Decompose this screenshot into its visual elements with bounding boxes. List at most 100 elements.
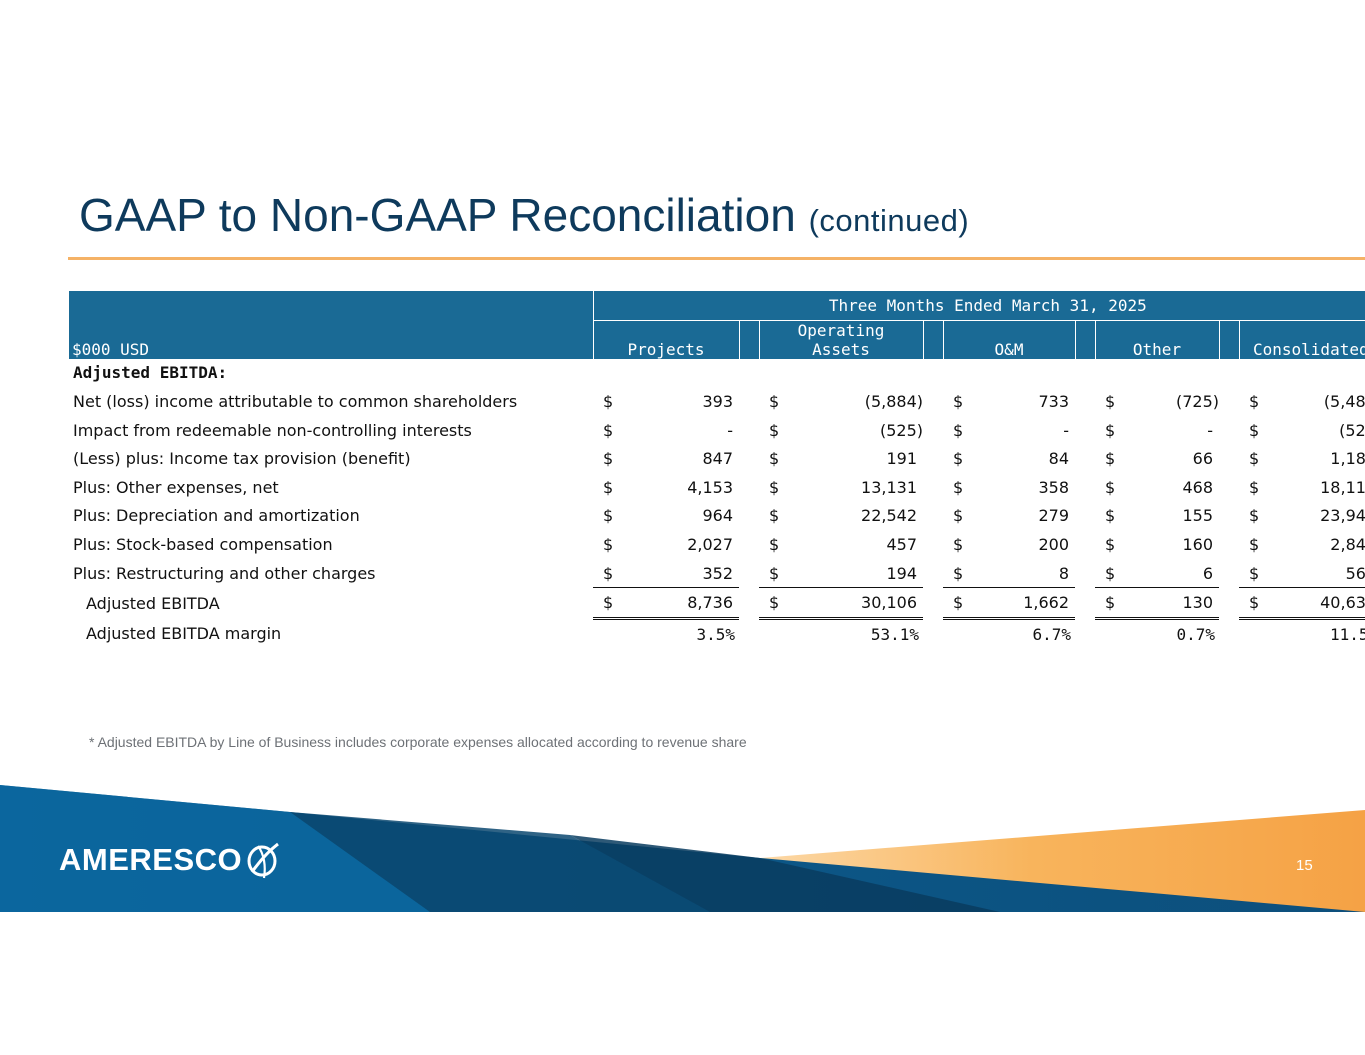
currency-symbol: $ xyxy=(603,534,614,554)
gap-cell xyxy=(1075,559,1095,588)
column-header-line: Projects xyxy=(627,339,705,359)
gap-cell xyxy=(1075,416,1095,445)
gap-cell xyxy=(1219,502,1239,531)
column-header-om: O&M xyxy=(942,320,1075,359)
gap-cell xyxy=(739,416,759,445)
table-header-period-row: Three Months Ended March 31, 2025 xyxy=(69,291,1365,321)
column-header-line: Other xyxy=(1132,339,1182,359)
currency-symbol: $ xyxy=(1105,534,1116,554)
spacer-cell xyxy=(759,618,801,648)
gap-cell xyxy=(1219,444,1239,473)
value-consolidated: 2,844 xyxy=(1330,534,1365,554)
currency-symbol: $ xyxy=(953,534,964,554)
gap-cell xyxy=(923,502,943,531)
header-gap xyxy=(738,320,759,359)
value-om: 733 xyxy=(1038,391,1069,411)
value-other: 468 xyxy=(1182,477,1213,497)
currency-symbol: $ xyxy=(953,563,964,583)
value-operating-assets: 22,542 xyxy=(861,506,917,526)
section-label: Adjusted EBITDA: xyxy=(73,363,228,383)
gap-cell xyxy=(1075,444,1095,473)
gap-cell xyxy=(739,618,759,648)
currency-symbol: $ xyxy=(1249,449,1260,469)
gap-cell xyxy=(1219,618,1239,648)
currency-symbol: $ xyxy=(953,477,964,497)
gap-cell xyxy=(923,473,943,502)
value-projects: 8,736 xyxy=(635,587,739,620)
value-other: 160 xyxy=(1182,534,1213,554)
value-consolidated: 1,188 xyxy=(1330,449,1365,469)
gap-cell xyxy=(739,444,759,473)
value-other: 66 xyxy=(1192,449,1213,469)
value-om: 84 xyxy=(1048,449,1069,469)
value-other: 155 xyxy=(1182,506,1213,526)
value-consolidated: (525) xyxy=(1339,420,1365,440)
gap-cell xyxy=(923,618,943,648)
row-label: (Less) plus: Income tax provision (benef… xyxy=(73,449,411,469)
currency-symbol: $ xyxy=(1105,391,1116,411)
column-header-consolidated: Consolidated xyxy=(1238,320,1365,359)
gap-cell xyxy=(1219,473,1239,502)
row-label: Plus: Stock-based compensation xyxy=(73,534,333,554)
value-om: 6.7% xyxy=(1032,624,1071,644)
value-consolidated: (5,483) xyxy=(1323,391,1365,411)
reconciliation-table: Three Months Ended March 31, 2025 $000 U… xyxy=(69,291,1365,649)
gap-cell xyxy=(1075,618,1095,648)
value-projects: 2,027 xyxy=(687,534,733,554)
gap-cell xyxy=(1075,588,1095,619)
value-om: 1,662 xyxy=(985,587,1075,620)
currency-symbol: $ xyxy=(603,420,614,440)
spacer-cell xyxy=(1239,618,1281,648)
title-suffix: (continued) xyxy=(808,203,970,238)
gap-cell xyxy=(1219,588,1239,619)
currency-symbol: $ xyxy=(769,449,780,469)
table-row: (Less) plus: Income tax provision (benef… xyxy=(69,444,1365,473)
currency-symbol: $ xyxy=(769,563,780,583)
currency-symbol: $ xyxy=(1249,506,1260,526)
currency-symbol: $ xyxy=(769,506,780,526)
value-operating-assets: 191 xyxy=(886,449,917,469)
total-row: Adjusted EBITDA $8,736 $30,106 $1,662 $130 $4… xyxy=(69,587,1365,620)
footer-banner xyxy=(0,780,1365,912)
column-header-projects: Projects xyxy=(592,320,739,359)
table-row: Plus: Depreciation and amortization $964 $… xyxy=(69,502,1365,531)
currency-symbol: $ xyxy=(593,587,635,620)
value-other: 6 xyxy=(1202,563,1213,583)
currency-symbol: $ xyxy=(603,391,614,411)
currency-symbol: $ xyxy=(603,506,614,526)
row-label: Net (loss) income attributable to common… xyxy=(73,391,518,411)
currency-symbol: $ xyxy=(603,563,614,583)
section-row: Adjusted EBITDA: xyxy=(69,359,1365,388)
currency-symbol: $ xyxy=(953,420,964,440)
gap-cell xyxy=(923,530,943,559)
gap-cell xyxy=(923,387,943,416)
row-label: Plus: Depreciation and amortization xyxy=(73,506,360,526)
slide-title: GAAP to Non-GAAP Reconciliation (continu… xyxy=(79,188,969,242)
gap-cell xyxy=(1219,530,1239,559)
row-label: Adjusted EBITDA xyxy=(86,593,220,613)
column-header-other: Other xyxy=(1094,320,1219,359)
value-other: - xyxy=(1207,420,1213,440)
gap-cell xyxy=(1075,387,1095,416)
value-operating-assets: 457 xyxy=(886,534,917,554)
currency-symbol: $ xyxy=(1105,449,1116,469)
currency-symbol: $ xyxy=(759,587,801,620)
currency-symbol: $ xyxy=(953,506,964,526)
gap-cell xyxy=(923,588,943,619)
title-main: GAAP to Non-GAAP Reconciliation xyxy=(79,189,796,241)
gap-cell xyxy=(1075,502,1095,531)
currency-symbol: $ xyxy=(1095,587,1137,620)
value-projects: 847 xyxy=(702,449,733,469)
currency-symbol: $ xyxy=(1249,391,1260,411)
gap-cell xyxy=(923,416,943,445)
ameresco-logo: AMERESCO xyxy=(59,840,282,880)
gap-cell xyxy=(923,559,943,588)
currency-symbol: $ xyxy=(943,587,985,620)
table-row: Impact from redeemable non-controlling i… xyxy=(69,416,1365,445)
value-consolidated: 560 xyxy=(1345,563,1365,583)
value-operating-assets: (525) xyxy=(879,420,923,440)
value-consolidated: 11.5% xyxy=(1329,624,1365,644)
period-header: Three Months Ended March 31, 2025 xyxy=(592,291,1365,321)
currency-symbol: $ xyxy=(1239,587,1281,620)
currency-symbol: $ xyxy=(1249,420,1260,440)
